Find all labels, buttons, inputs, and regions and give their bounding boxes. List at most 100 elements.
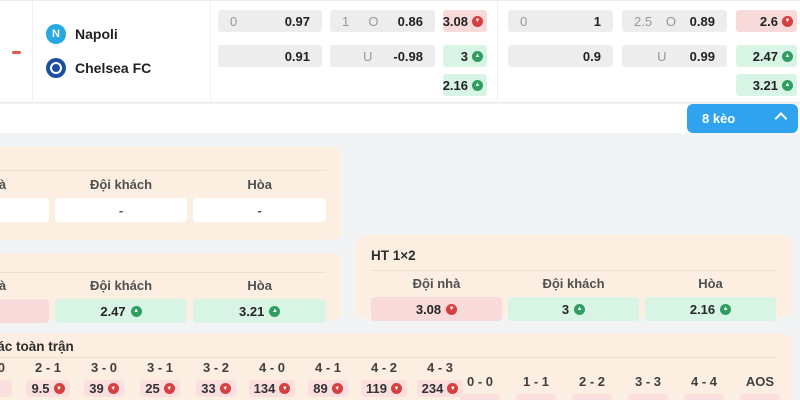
1x2-cell[interactable]: 2.6 [736,10,797,32]
score-item: 0 - 0 [452,374,508,400]
handicap-cell[interactable]: 0.91 [218,45,322,67]
score-item: 2 - 0 [0,360,20,398]
total-line: 2.5 [634,13,653,29]
total-cell[interactable]: 2.5 O 0.89 [622,10,727,32]
odds-cell[interactable]: 3.08 [371,297,502,321]
odds-pill[interactable] [460,394,500,400]
score-item: 4 - 2 119 [356,360,412,398]
handicap-cell[interactable]: 0.9 [508,45,613,67]
score-label: 4 - 2 [370,360,397,375]
odds-pill[interactable]: 119 [361,380,407,397]
market-column: Hòa - [193,177,327,222]
column-header: Đội khách [542,276,605,291]
total-line: 1 [342,13,350,29]
1x2-cell[interactable]: 3.21 [736,74,797,96]
odds-pill[interactable] [684,394,724,400]
odds-pill[interactable]: 9.5 [26,380,70,397]
market-column: Hòa 3.21 [193,278,327,323]
arrow-down-circle-icon [472,15,483,27]
total-odds: 0.89 [689,13,715,29]
market-column: Đội khách 2.47 [54,278,188,323]
odds-cell[interactable]: 2.47 [54,299,188,323]
arrow-up-circle-icon [782,50,793,62]
score-item: 4 - 0 134 [244,360,300,398]
odds-pill[interactable]: 134 [248,380,296,397]
odds-cell[interactable]: - [0,198,49,222]
odds-pill[interactable] [740,394,780,400]
1x2-cell[interactable]: 3.08 [443,10,487,32]
total-odds: 0.86 [397,13,423,29]
market-panel-ht-1x2: HT 1×2 Đội nhà 3.08 Đội khách 3 Hòa [355,235,792,321]
handicap-odds: 0.91 [284,48,310,64]
teams-block: N Napoli Chelsea FC [33,1,211,103]
score-label: 4 - 3 [426,360,453,375]
1x2-cell[interactable]: 2.16 [443,74,487,96]
score-label: 2 - 1 [34,360,61,375]
score-label: 2 - 0 [0,360,5,375]
odds-cell[interactable]: - [54,198,188,222]
score-item: 2 - 1 9.5 [20,360,76,398]
odds-pill[interactable] [572,394,612,400]
arrow-down-circle-icon [331,383,343,394]
score-item: 4 - 1 89 [300,360,356,398]
odds-cell[interactable]: 3 [508,297,639,321]
score-label: 0 - 0 [466,374,493,389]
odds-pill[interactable]: 234 [416,380,464,397]
column-header: Đội khách [89,278,153,293]
odds-cell[interactable]: 2.16 [645,297,776,321]
odds-cell[interactable]: - [193,198,327,222]
handicap-cell[interactable]: 0 1 [508,10,613,32]
divider [497,1,498,103]
arrow-down-circle-icon [279,383,291,394]
arrow-down-circle-icon [163,383,175,394]
napoli-logo-icon: N [46,24,66,44]
column-header: Hòa [698,276,723,291]
arrow-up-circle-icon [472,79,483,91]
score-label: 4 - 1 [314,360,341,375]
odds-pill[interactable]: 33 [196,380,236,397]
odds-pill[interactable]: 25 [140,380,180,397]
column-header: Hòa [247,177,272,192]
odds-cell[interactable] [0,299,49,323]
home-team: N Napoli [46,21,210,47]
total-side: U [362,48,373,64]
divider [0,170,326,171]
score-label: 4 - 4 [690,374,717,389]
score-item: 1 - 1 [508,374,564,400]
score-label: 3 - 1 [146,360,173,375]
odds-pill[interactable] [0,380,12,397]
divider [0,357,776,358]
total-side: U [657,48,667,64]
market-column: Đội nhà - [0,177,49,222]
arrow-up-circle-icon [782,79,793,91]
arrow-up-circle-icon [720,303,732,315]
odds-cell[interactable]: 3.21 [193,299,327,323]
total-cell[interactable]: 1 O 0.86 [330,10,435,32]
1x2-cell[interactable]: 3 [443,45,487,67]
arrow-up-circle-icon [574,303,586,315]
total-odds: -0.98 [393,48,423,64]
odds-pill[interactable]: 89 [308,380,348,397]
score-label: 3 - 2 [202,360,229,375]
total-side: O [665,13,676,29]
handicap-cell[interactable]: 0 0.97 [218,10,322,32]
handicap-line: 0 [520,13,528,29]
total-cell[interactable]: U -0.98 [330,45,435,67]
chevron-up-icon [774,112,788,125]
odds-pill[interactable] [516,394,556,400]
odds-count-button[interactable]: 8 kèo [687,104,798,133]
score-row-2: 0 - 0 1 - 1 2 - 2 3 - 3 4 - 4 AOS [452,374,788,400]
arrow-down-circle-icon [782,15,793,27]
panel-title: HT 1×2 [371,248,416,263]
1x2-cell[interactable]: 2.47 [736,45,797,67]
handicap-line: 0 [230,13,238,29]
arrow-up-circle-icon [269,305,281,317]
odds-count-label: 8 kèo [702,111,736,126]
odds-pill[interactable] [628,394,668,400]
score-label: 3 - 3 [634,374,661,389]
score-label: 3 - 0 [90,360,117,375]
odds-pill[interactable]: 39 [84,380,124,397]
away-team: Chelsea FC [46,55,210,81]
total-cell[interactable]: U 0.99 [622,45,727,67]
